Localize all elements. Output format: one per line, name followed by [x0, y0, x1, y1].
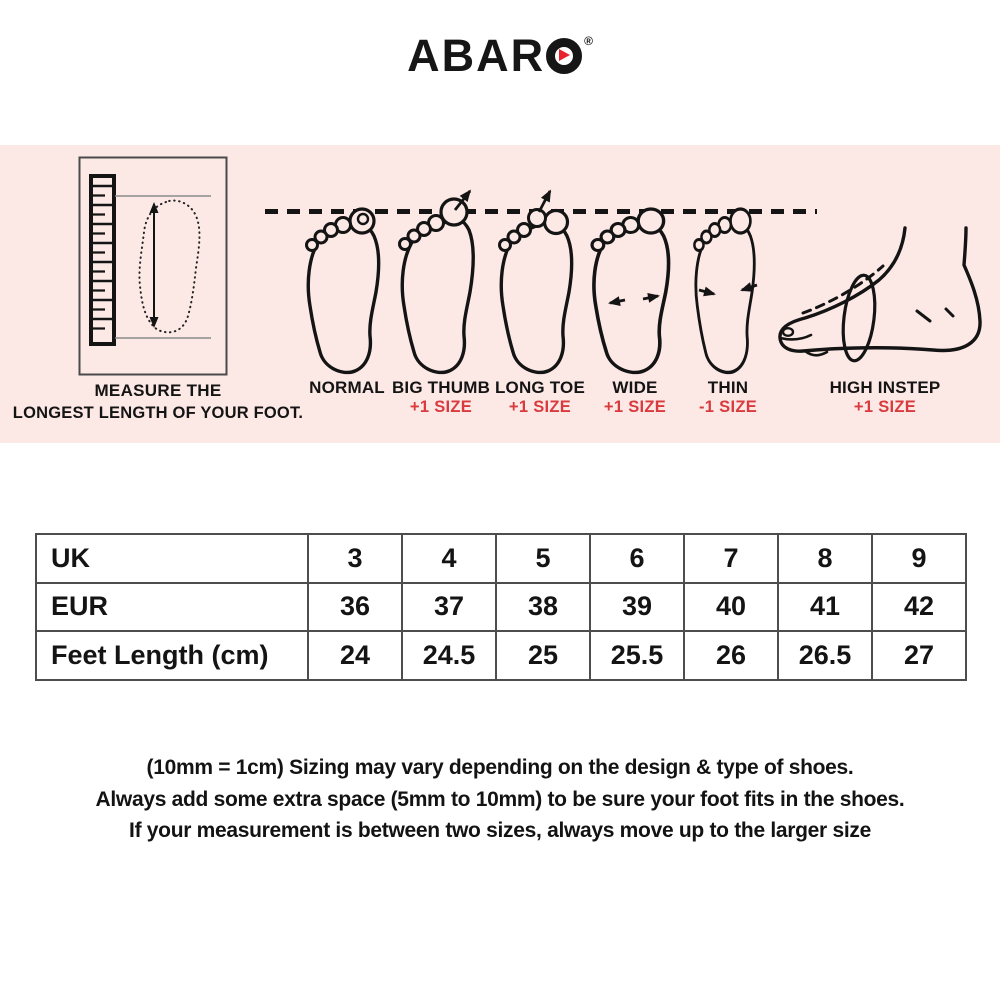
table-cell: 41	[777, 581, 873, 633]
table-cell: 26	[683, 630, 779, 681]
table-row-feet-length: Feet Length (cm) 24 24.5 25 25.5 26 26.5…	[35, 630, 967, 681]
table-row-label: Feet Length (cm)	[35, 630, 309, 681]
measurement-banner: MEASURE THE LONGEST LENGTH OF YOUR FOOT.	[0, 145, 1000, 443]
brand-logo: ABAR ®	[0, 33, 1000, 78]
table-row-label: EUR	[35, 581, 309, 633]
table-cell: 8	[777, 533, 873, 584]
foot-diagram-big-thumb	[398, 189, 475, 375]
table-cell: 40	[683, 581, 779, 633]
registered-mark-icon: ®	[584, 33, 593, 48]
table-cell: 9	[871, 533, 967, 584]
foot-type-label: BIG THUMB	[391, 378, 491, 397]
table-row-eur: EUR 36 37 38 39 40 41 42	[35, 581, 967, 633]
foot-diagram-long-toe	[498, 189, 574, 375]
measure-caption: MEASURE THE LONGEST LENGTH OF YOUR FOOT.	[8, 381, 308, 423]
table-cell: 24.5	[401, 630, 497, 681]
measure-caption-line1: MEASURE THE	[94, 381, 222, 400]
foot-type-label: NORMAL	[309, 378, 385, 397]
sizing-note-line1: (10mm = 1cm) Sizing may vary depending o…	[146, 756, 854, 779]
logo-play-icon	[546, 37, 583, 74]
foot-type-label: HIGH INSTEP	[829, 378, 941, 397]
foot-type-adjustment: +1 SIZE	[853, 398, 917, 416]
table-cell: 26.5	[777, 630, 873, 681]
table-cell: 25	[495, 630, 591, 681]
table-cell: 3	[307, 533, 403, 584]
foot-type-adjustment: +1 SIZE	[508, 398, 572, 416]
table-cell: 37	[401, 581, 497, 633]
table-cell: 7	[683, 533, 779, 584]
size-chart-table: UK 3 4 5 6 7 8 9 EUR 36 37 38 39 40 41 4…	[35, 533, 967, 681]
foot-diagram-normal	[305, 207, 381, 375]
foot-type-adjustment: -1 SIZE	[698, 398, 758, 416]
foot-diagram-high-instep	[778, 226, 982, 363]
table-cell: 36	[307, 581, 403, 633]
foot-diagram-wide	[590, 207, 671, 375]
foot-type-adjustment: +1 SIZE	[603, 398, 667, 416]
table-cell: 6	[589, 533, 685, 584]
table-cell: 4	[401, 533, 497, 584]
table-cell: 27	[871, 630, 967, 681]
sizing-notes: (10mm = 1cm) Sizing may vary depending o…	[0, 752, 1000, 847]
table-cell: 24	[307, 630, 403, 681]
foot-type-label: LONG TOE	[494, 378, 586, 397]
table-cell: 5	[495, 533, 591, 584]
table-cell: 38	[495, 581, 591, 633]
table-row-label: UK	[35, 533, 309, 584]
table-row-uk: UK 3 4 5 6 7 8 9	[35, 533, 967, 584]
foot-type-label: THIN	[707, 378, 749, 397]
foot-diagram-thin	[693, 207, 758, 375]
sizing-note-line3: If your measurement is between two sizes…	[129, 819, 871, 842]
foot-type-label: WIDE	[612, 378, 658, 397]
foot-type-adjustment: +1 SIZE	[409, 398, 473, 416]
sizing-note-line2: Always add some extra space (5mm to 10mm…	[95, 787, 905, 811]
table-cell: 25.5	[589, 630, 685, 681]
ruler-foot-measure-diagram	[78, 156, 228, 376]
logo-text: ABAR	[407, 30, 546, 81]
table-cell: 39	[589, 581, 685, 633]
measure-caption-line2: LONGEST LENGTH OF YOUR FOOT.	[12, 404, 304, 422]
table-cell: 42	[871, 581, 967, 633]
